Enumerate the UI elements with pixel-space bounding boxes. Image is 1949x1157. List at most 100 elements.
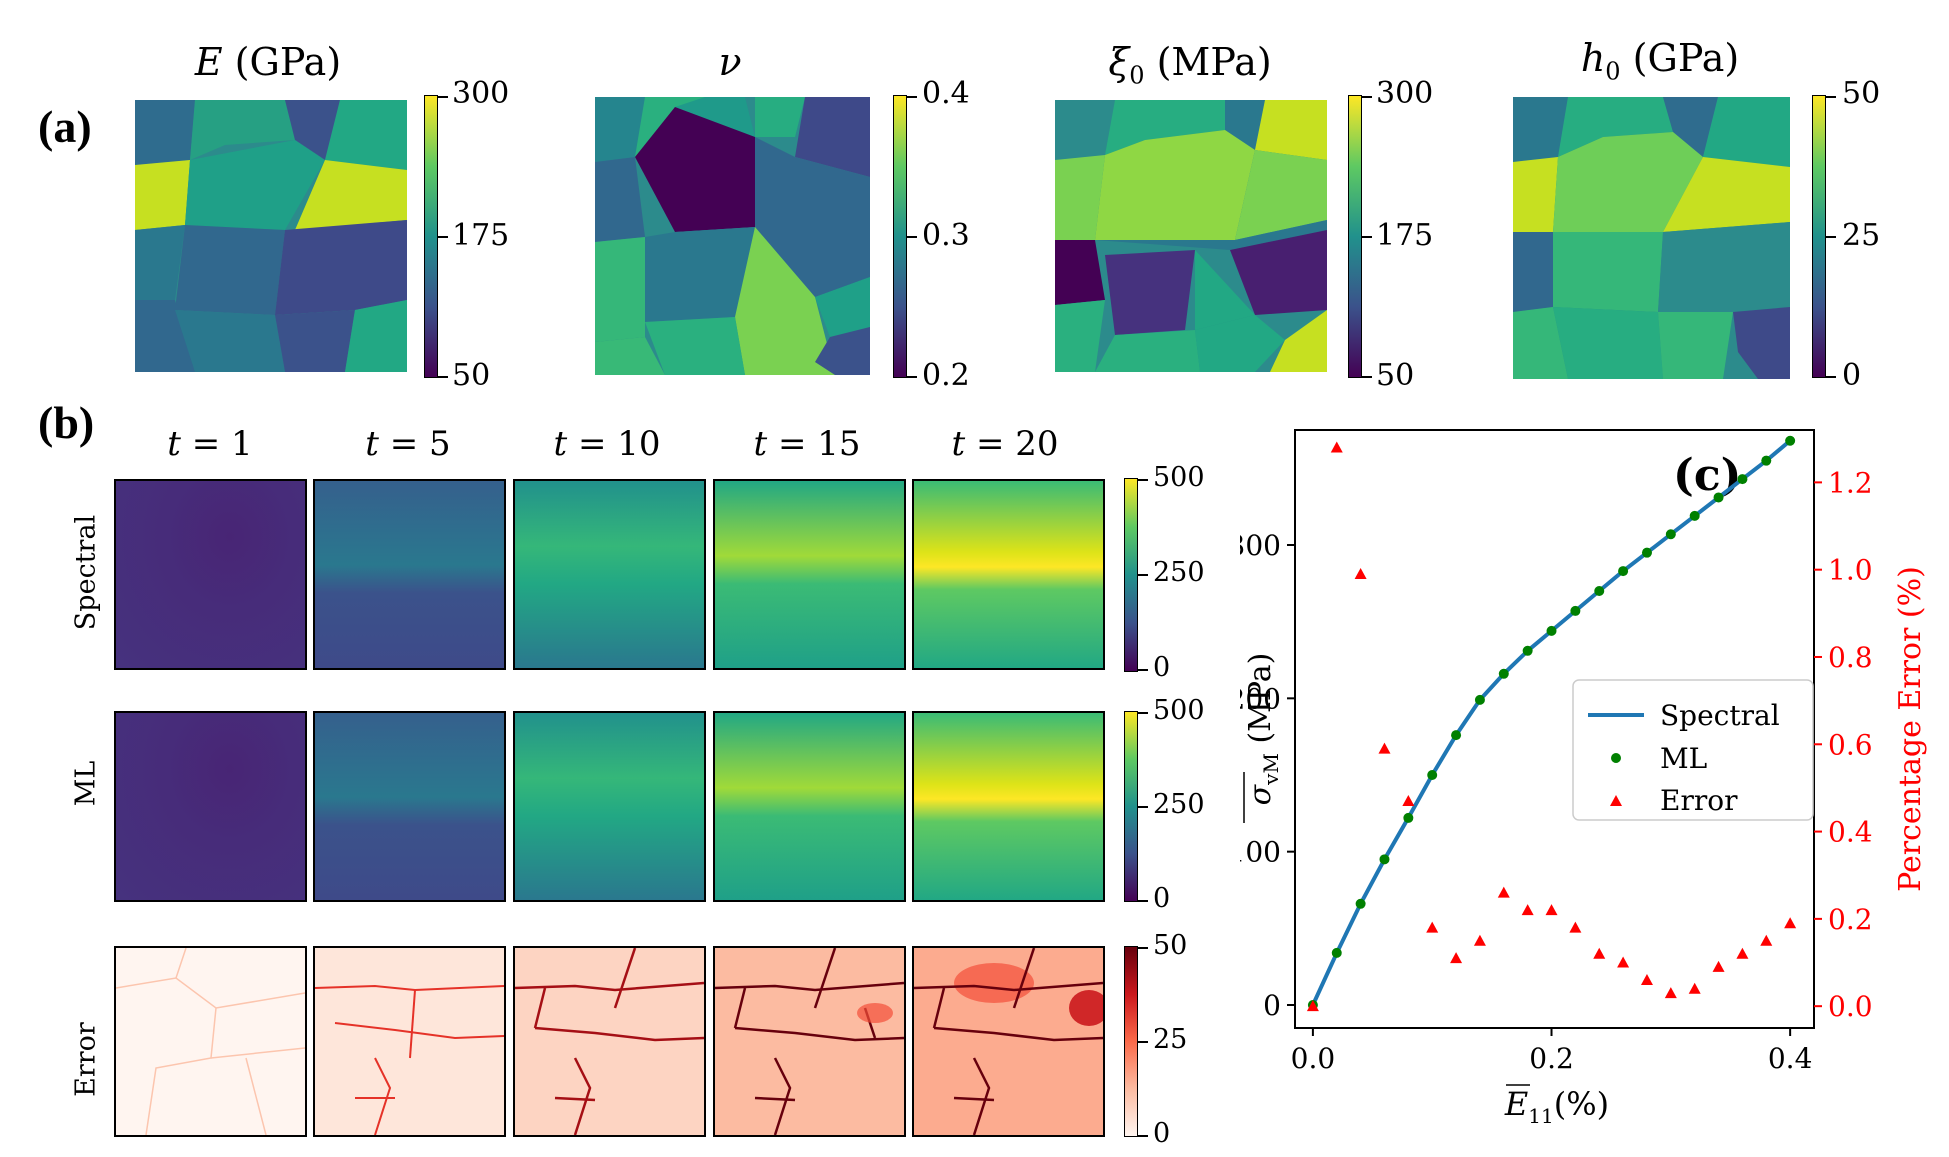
colorbar-xi0-tick-mid [1362,236,1372,238]
ml-data-point [1355,898,1366,909]
time-label-1-eq: = 1 [180,424,253,464]
ml-data-point [1570,605,1581,616]
error-data-point [1473,934,1486,946]
legend-ml-label: ML [1660,742,1707,775]
colorbar-h0-tick-top [1826,96,1836,98]
spectral-map-t5 [313,479,506,670]
chart-ylabel-symbol: σ [1243,783,1278,805]
colorbar-h0-tick-mid [1826,236,1836,238]
colorbar-xi0-tick-top [1362,96,1372,98]
spectral-map-t20 [912,479,1105,670]
error-data-point [1760,934,1773,946]
error-data-point [1402,795,1415,807]
panel-a-label: (a) [38,101,92,152]
error-map-t20 [912,946,1105,1137]
property-map-xi0-graphic [1055,100,1327,372]
chart-legend: Spectral ML Error [1572,679,1814,821]
row-label-spectral: Spectral [70,514,102,631]
ml-data-point [1737,474,1748,485]
colorbar-nu-tick-top [907,96,917,98]
colorbar-xi0-label-bottom: 50 [1376,358,1415,393]
colorbar-ml-tick-top [1138,712,1148,714]
colorbar-nu-tick-bottom [907,376,917,378]
panel-b-label: (b) [38,397,95,448]
colorbar-xi0-label-mid: 175 [1376,218,1434,253]
ml-data-point [1713,492,1724,503]
colorbar-nu-label-bottom: 0.2 [922,358,970,393]
row-label-error: Error [70,1022,102,1097]
map-title-h0-symbol: h [1580,36,1606,80]
time-label-20: t = 20 [908,424,1102,464]
time-label-5-eq: = 5 [378,424,451,464]
time-label-15-var: t [753,424,768,464]
property-map-e [135,100,407,372]
chart-ylabel: σvM (MPa) [1243,653,1283,806]
y2-tick-label: 0.2 [1828,903,1873,936]
error-map-t1-graphic [116,948,305,1135]
time-label-10: t = 10 [510,424,704,464]
chart-ylabel-unit: (MPa) [1243,653,1278,753]
y2-tick-label: 1.0 [1828,554,1873,587]
error-map-t10-graphic [515,948,704,1135]
chart-xlabel-symbol: E [1504,1085,1528,1123]
colorbar-spectral-tick-bottom [1138,669,1148,671]
y2-tick-label: 0.8 [1828,641,1873,674]
error-data-point [1330,441,1343,453]
error-data-point [1688,982,1701,994]
error-map-t15-graphic [715,948,904,1135]
spectral-map-t15 [713,479,906,670]
error-map-t15 [713,946,906,1137]
colorbar-h0-tick-bottom [1826,376,1836,378]
map-title-xi0-symbol: ξ [1108,40,1130,84]
property-map-xi0 [1055,100,1327,372]
ml-map-t15 [713,711,906,902]
time-label-1-var: t [167,424,181,464]
ml-data-point [1451,730,1462,741]
error-data-point [1569,921,1582,933]
error-data-point [1450,952,1463,964]
colorbar-e-tick-top [438,96,448,98]
legend-spectral-label: Spectral [1660,699,1780,732]
colorbar-ml-tick-mid [1138,806,1148,808]
spectral-map-t1 [114,479,307,670]
colorbar-spectral-label-top: 500 [1153,462,1205,493]
colorbar-ml-tick-bottom [1138,900,1148,902]
map-title-h0-unit: (GPa) [1620,36,1740,80]
colorbar-ml-label-bottom: 0 [1153,883,1171,914]
colorbar-spectral-tick-top [1138,479,1148,481]
ml-map-t20 [912,711,1105,902]
legend-error-label: Error [1660,784,1738,817]
property-map-nu [595,97,870,375]
ml-data-point [1427,770,1438,780]
legend-ml-swatch [1611,753,1621,763]
time-label-5-var: t [365,424,379,464]
chart-xlabel-sub: 11 [1528,1104,1553,1128]
colorbar-e-tick-mid [438,236,448,238]
error-data-point [1664,987,1677,999]
error-data-point [1354,568,1367,580]
colorbar-xi0-label-top: 300 [1376,76,1434,111]
colorbar-h0-label-mid: 25 [1842,218,1881,253]
colorbar-spectral-label-bottom: 0 [1153,652,1171,683]
colorbar-spectral [1124,478,1138,672]
x-tick-label: 0.4 [1768,1042,1813,1075]
ml-data-point [1761,455,1772,466]
error-data-point [1712,960,1725,972]
colorbar-nu [893,95,907,378]
ml-data-point [1546,625,1557,636]
row-label-ml: ML [70,760,102,807]
map-title-nu: ν [580,40,880,84]
colorbar-e-label-mid: 175 [452,218,510,253]
ml-map-t10 [513,711,706,902]
property-map-h0-graphic [1513,97,1790,379]
colorbar-h0 [1812,95,1826,378]
y-tick-label: 300 [1240,529,1281,562]
time-label-20-var: t [951,424,966,464]
ml-data-point [1594,586,1605,596]
time-label-10-eq: = 10 [567,424,661,464]
colorbar-error [1124,946,1138,1137]
colorbar-error-label-bottom: 0 [1153,1118,1171,1149]
map-title-h0: h0 (GPa) [1510,36,1810,86]
map-title-e-unit: (GPa) [222,40,342,84]
colorbar-h0-label-bottom: 0 [1842,358,1862,393]
